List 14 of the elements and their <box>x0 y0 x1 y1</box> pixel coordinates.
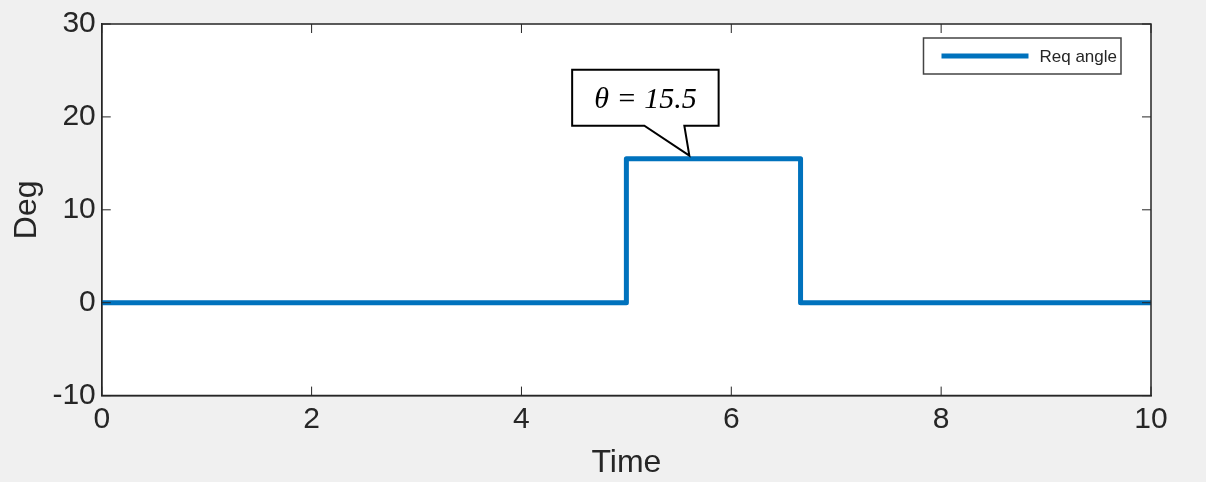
x-tick-label: 2 <box>303 400 320 434</box>
annotation: θ = 15.5 <box>594 80 697 114</box>
y-tick-label: 30 <box>62 5 96 39</box>
y-tick-label: -10 <box>52 376 96 410</box>
y-tick-label: 10 <box>62 191 96 225</box>
x-tick-label: 8 <box>932 400 950 434</box>
x-tick-label: 4 <box>513 400 530 434</box>
x-tick-label: 10 <box>1134 400 1168 434</box>
y-tick-label: 0 <box>79 283 96 317</box>
y-axis-title: Deg <box>7 180 44 240</box>
x-tick-label: 6 <box>722 400 740 434</box>
text: Req angle <box>1039 46 1118 66</box>
x-axis-title: Time <box>591 442 662 479</box>
y-tick-label: 20 <box>62 98 96 132</box>
